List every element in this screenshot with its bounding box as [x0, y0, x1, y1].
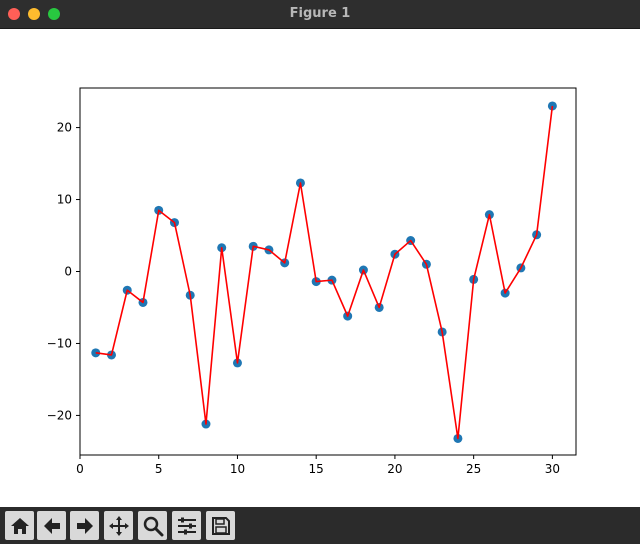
- axes-frame: [79, 87, 577, 456]
- y-axis: −20 −10 0 10 20: [47, 121, 80, 422]
- x-tick-label: 5: [155, 462, 163, 476]
- pan-button[interactable]: [104, 511, 133, 540]
- zoom-icon: [143, 516, 163, 536]
- window-title: Figure 1: [289, 6, 351, 21]
- y-tick-label: −10: [47, 336, 72, 350]
- x-tick-label: 10: [230, 462, 245, 476]
- back-button[interactable]: [37, 511, 66, 540]
- minimize-window-button[interactable]: [28, 8, 40, 20]
- navigation-toolbar: [0, 507, 640, 544]
- title-bar[interactable]: Figure 1: [0, 0, 640, 29]
- y-tick-label: 0: [64, 265, 72, 279]
- series-lines: [95, 105, 554, 440]
- figure-canvas[interactable]: 0 5 10 15 20 25 30 −20 −10 0 10 20: [0, 29, 640, 507]
- pan-icon: [108, 515, 129, 536]
- close-window-button[interactable]: [8, 8, 20, 20]
- y-tick-label: 10: [57, 193, 72, 207]
- series-line: [95, 105, 554, 440]
- home-icon: [10, 517, 29, 534]
- x-axis: 0 5 10 15 20 25 30: [76, 455, 560, 476]
- x-tick-label: 25: [466, 462, 481, 476]
- zoom-button[interactable]: [138, 511, 167, 540]
- x-tick-label: 20: [387, 462, 402, 476]
- forward-button[interactable]: [70, 511, 99, 540]
- home-button[interactable]: [5, 511, 34, 540]
- plot-svg: 0 5 10 15 20 25 30 −20 −10 0 10 20: [47, 87, 577, 476]
- y-tick-label: 20: [57, 121, 72, 135]
- x-tick-label: 0: [76, 462, 84, 476]
- back-arrow-icon: [43, 517, 60, 534]
- x-tick-label: 15: [309, 462, 324, 476]
- data-point: [91, 348, 101, 358]
- save-icon: [211, 516, 230, 535]
- forward-arrow-icon: [76, 517, 93, 534]
- save-button[interactable]: [206, 511, 235, 540]
- configure-subplots-button[interactable]: [172, 511, 201, 540]
- configure-subplots-icon: [177, 517, 196, 534]
- y-tick-label: −20: [47, 408, 72, 422]
- maximize-window-button[interactable]: [48, 8, 60, 20]
- x-tick-label: 30: [545, 462, 560, 476]
